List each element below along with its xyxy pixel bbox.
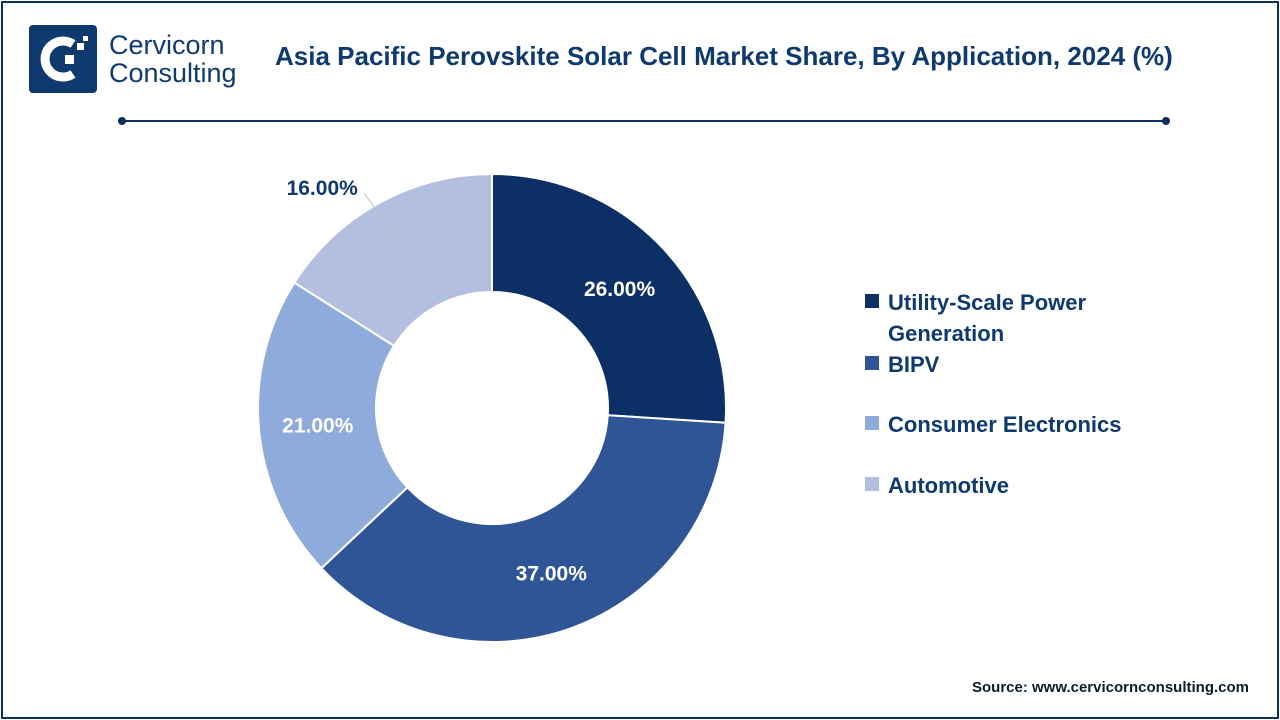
brand-name: Cervicorn Consulting: [109, 31, 237, 87]
cervicorn-logo-icon: [29, 25, 97, 93]
legend-label: BIPV: [888, 352, 940, 377]
legend-swatch: [865, 294, 879, 308]
brand-name-line2: Consulting: [109, 58, 237, 88]
legend-label: Consumer Electronics: [888, 412, 1122, 437]
data-label-bipv: 37.00%: [516, 563, 588, 586]
chart-title: Asia Pacific Perovskite Solar Cell Marke…: [275, 41, 1173, 71]
slice-utility-scale: [491, 172, 727, 424]
slice-automotive: [293, 172, 493, 348]
title-divider: [118, 117, 1170, 125]
leader-line-automotive: [363, 192, 404, 247]
legend-item-consumer-electronics: Consumer Electronics: [865, 409, 1148, 440]
legend-swatch: [865, 416, 879, 430]
legend-swatch: [865, 477, 879, 491]
legend-label: Utility-Scale Power Generation: [888, 290, 1087, 346]
legend-item-automotive: Automotive: [865, 470, 1148, 501]
brand-name-line1: Cervicorn: [109, 30, 225, 60]
slice-bipv: [320, 414, 727, 643]
legend-swatch: [865, 356, 879, 370]
brand-logo: Cervicorn Consulting: [29, 25, 269, 95]
data-label-utility-scale: 26.00%: [584, 278, 656, 301]
data-label-consumer-electronics: 21.00%: [282, 414, 354, 437]
legend-item-bipv: BIPV: [865, 349, 1148, 380]
slice-consumer-electronics: [257, 281, 409, 570]
donut-chart: 26.00% 37.00% 21.00% 16.00%: [257, 172, 727, 643]
data-label-automotive: 16.00%: [287, 177, 359, 200]
legend-item-utility-scale: Utility-Scale Power Generation: [865, 287, 1118, 349]
source-note: Source: www.cervicornconsulting.com: [971, 679, 1249, 696]
legend-label: Automotive: [888, 473, 1009, 498]
